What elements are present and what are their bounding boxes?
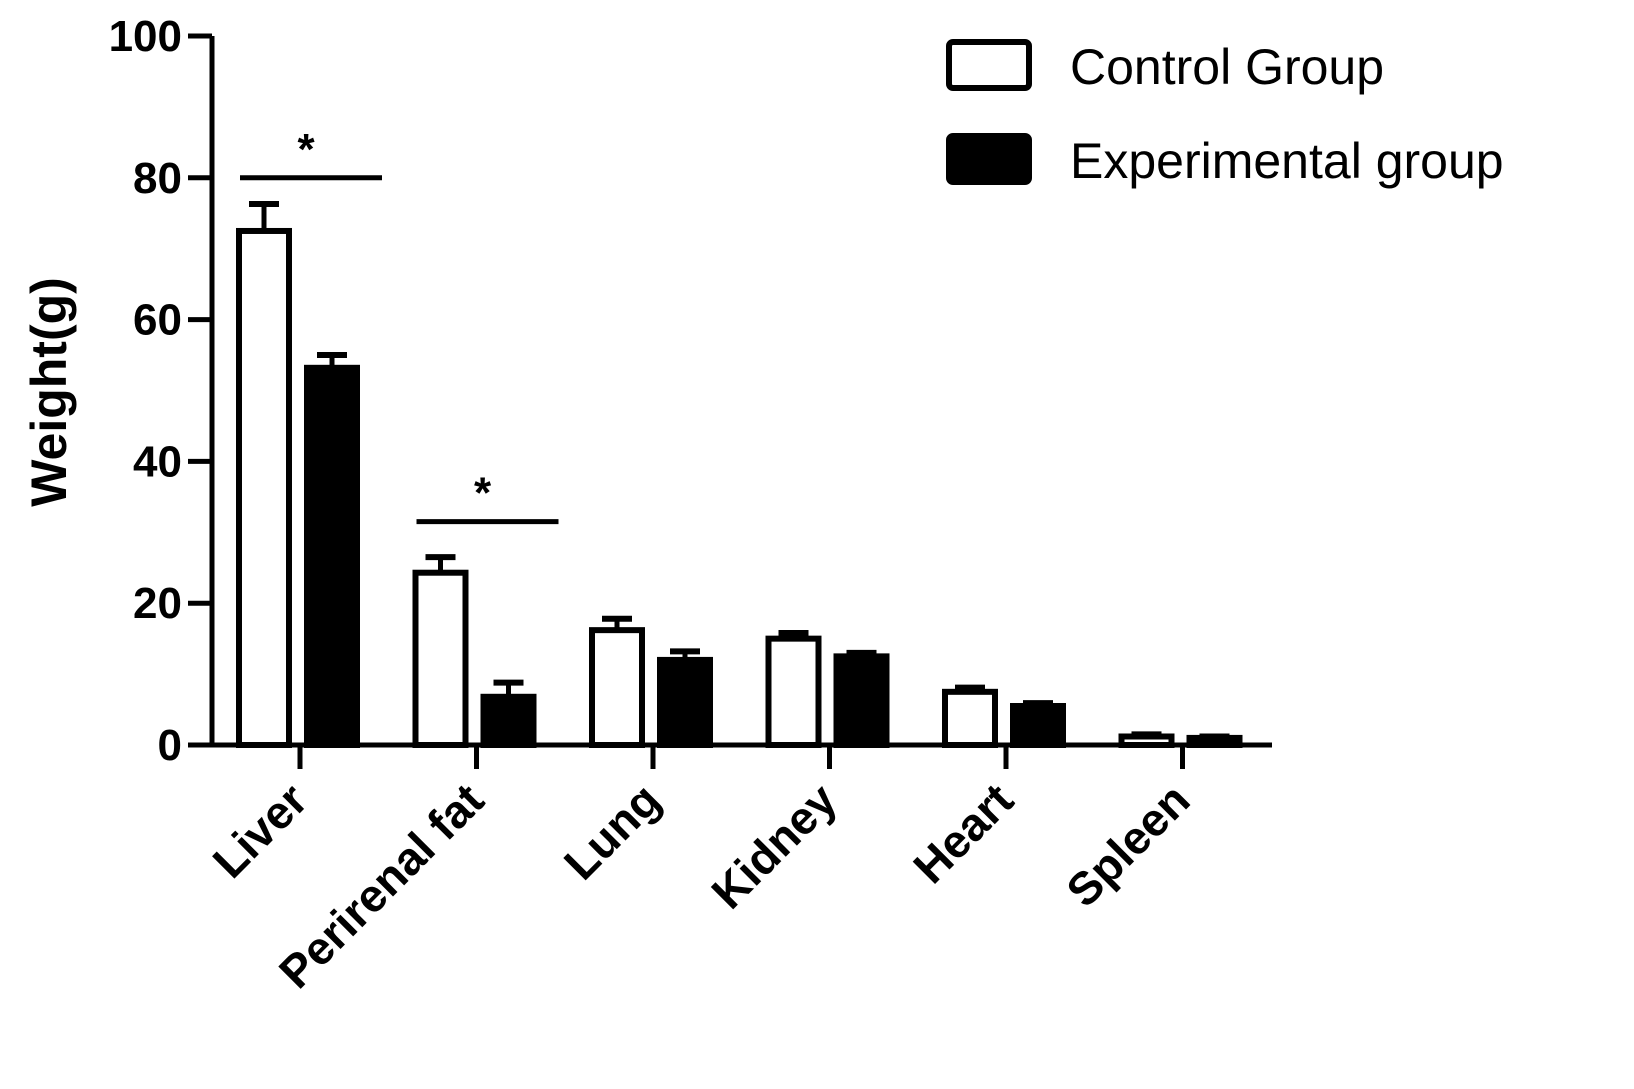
bar-control-kidney <box>765 635 822 749</box>
y-tick-label: 40 <box>133 437 182 486</box>
x-category-label: Kidney <box>701 773 847 919</box>
y-tick-label: 0 <box>158 721 182 770</box>
bar-control-heart <box>942 688 998 749</box>
bar-control-liver <box>236 227 292 749</box>
y-tick-label: 100 <box>109 12 182 61</box>
bar-experimental-kidney <box>833 653 890 748</box>
bar-control-spleen <box>1118 733 1175 749</box>
y-tick-label: 20 <box>133 579 182 628</box>
bar-experimental-heart <box>1010 703 1066 749</box>
bar-control-lung <box>589 627 645 749</box>
legend-label-control: Control Group <box>1070 39 1384 95</box>
bars <box>236 201 1243 749</box>
legend-swatch-experimental <box>946 133 1032 185</box>
x-category-label: Spleen <box>1056 773 1199 916</box>
x-category-label: Liver <box>203 773 318 888</box>
legend: Control Group Experimental group <box>946 39 1504 189</box>
legend-swatch-control <box>946 39 1032 91</box>
significance-asterisk: * <box>297 125 315 174</box>
bar-control-perirenal-fat <box>412 569 469 749</box>
significance-asterisk: * <box>474 469 492 518</box>
bar-experimental-lung <box>657 656 713 748</box>
legend-label-experimental: Experimental group <box>1070 133 1504 189</box>
bar-experimental-perirenal-fat <box>480 693 537 749</box>
y-axis-title: Weight(g) <box>21 277 77 507</box>
significance-markers: ** <box>240 125 559 525</box>
x-category-label: Heart <box>903 773 1023 893</box>
axes: 0 20 40 60 80 100 <box>109 12 1272 770</box>
y-tick-label: 80 <box>133 154 182 203</box>
bar-experimental-liver <box>304 364 360 748</box>
x-category-label: Lung <box>554 773 670 889</box>
y-tick-label: 60 <box>133 296 182 345</box>
